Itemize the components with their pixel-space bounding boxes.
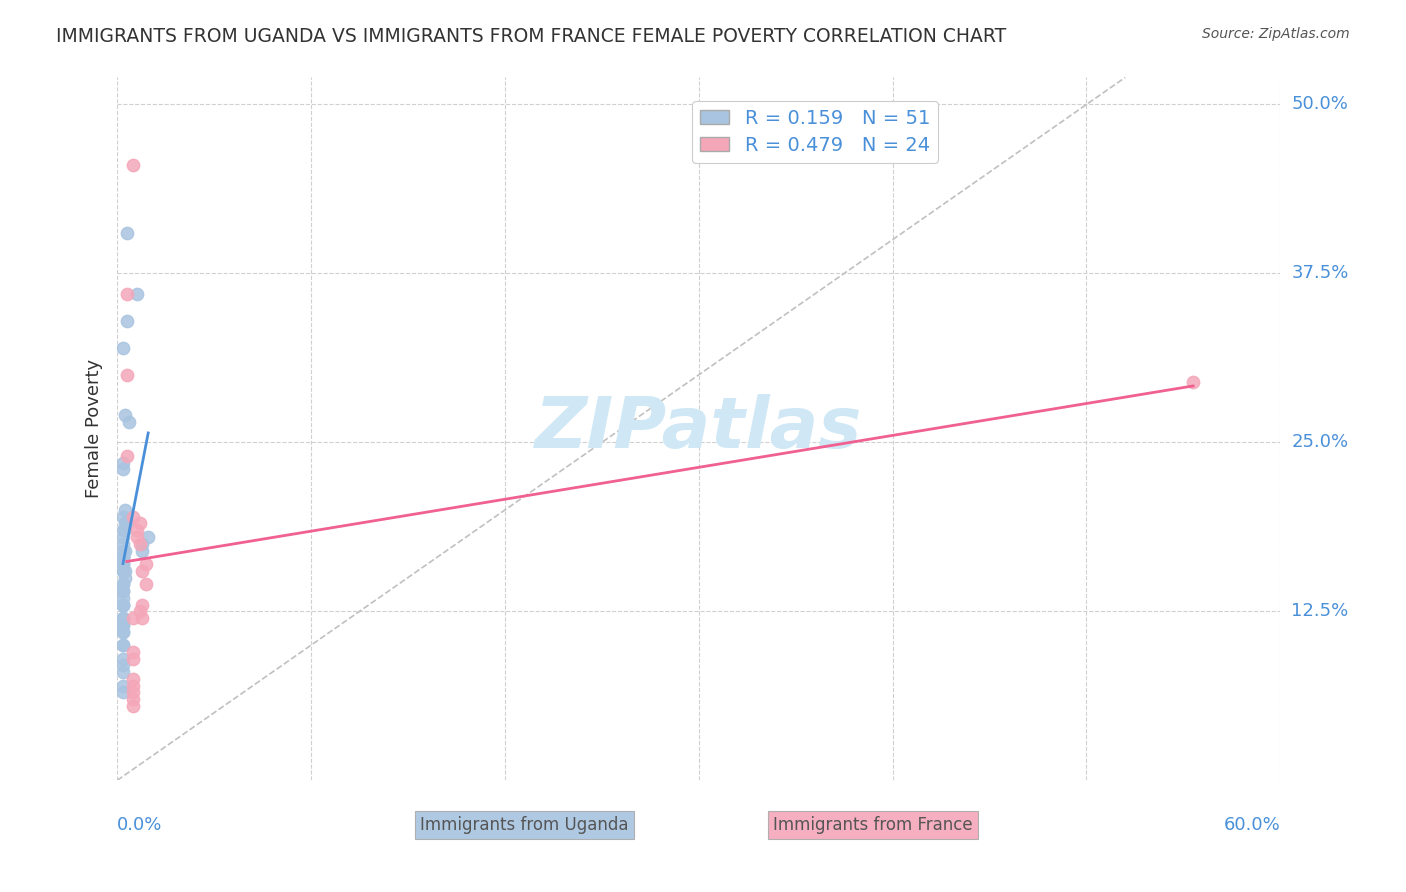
Point: [115, 516, 138, 531]
Point: [121, 672, 143, 686]
Point: [131, 543, 153, 558]
Point: [111, 624, 134, 639]
Point: [1182, 375, 1205, 389]
Point: [111, 591, 134, 605]
Point: [111, 618, 134, 632]
Point: [111, 523, 134, 537]
Point: [131, 611, 153, 625]
Point: [111, 537, 134, 551]
Point: [121, 611, 143, 625]
Point: [111, 584, 134, 599]
Point: [121, 679, 143, 693]
Point: [111, 456, 134, 470]
Point: [111, 564, 134, 578]
Point: [129, 604, 152, 618]
Point: [111, 611, 134, 625]
Text: 25.0%: 25.0%: [1292, 434, 1348, 451]
Point: [111, 658, 134, 673]
Point: [129, 537, 152, 551]
Point: [111, 550, 134, 565]
Point: [115, 286, 138, 301]
Point: [111, 598, 134, 612]
Text: 60.0%: 60.0%: [1223, 815, 1281, 833]
Point: [111, 598, 134, 612]
Point: [111, 638, 134, 652]
Point: [115, 314, 138, 328]
Point: [111, 651, 134, 665]
Point: [111, 577, 134, 591]
Point: [111, 577, 134, 591]
Point: [111, 530, 134, 544]
Point: [131, 537, 153, 551]
Point: [111, 584, 134, 599]
Point: [114, 409, 136, 423]
Point: [111, 638, 134, 652]
Point: [111, 557, 134, 571]
Point: [136, 530, 159, 544]
Point: [125, 523, 148, 537]
Text: 37.5%: 37.5%: [1292, 264, 1348, 283]
Text: Source: ZipAtlas.com: Source: ZipAtlas.com: [1202, 27, 1350, 41]
Point: [111, 679, 134, 693]
Point: [114, 503, 136, 517]
Text: Immigrants from France: Immigrants from France: [773, 815, 973, 833]
Point: [118, 415, 141, 429]
Text: 12.5%: 12.5%: [1292, 602, 1348, 620]
Legend: R = 0.159   N = 51, R = 0.479   N = 24: R = 0.159 N = 51, R = 0.479 N = 24: [692, 101, 938, 162]
Point: [111, 462, 134, 476]
Point: [121, 509, 143, 524]
Point: [131, 564, 153, 578]
Point: [121, 698, 143, 713]
Y-axis label: Female Poverty: Female Poverty: [86, 359, 103, 499]
Point: [121, 692, 143, 706]
Point: [111, 618, 134, 632]
Point: [111, 611, 134, 625]
Point: [111, 509, 134, 524]
Point: [111, 564, 134, 578]
Point: [111, 624, 134, 639]
Text: Immigrants from Uganda: Immigrants from Uganda: [420, 815, 628, 833]
Point: [115, 368, 138, 382]
Text: ZIPatlas: ZIPatlas: [536, 394, 862, 463]
Point: [115, 449, 138, 463]
Point: [114, 564, 136, 578]
Point: [111, 665, 134, 680]
Point: [121, 645, 143, 659]
Text: IMMIGRANTS FROM UGANDA VS IMMIGRANTS FROM FRANCE FEMALE POVERTY CORRELATION CHAR: IMMIGRANTS FROM UGANDA VS IMMIGRANTS FRO…: [56, 27, 1007, 45]
Point: [125, 286, 148, 301]
Point: [125, 530, 148, 544]
Point: [111, 598, 134, 612]
Point: [111, 550, 134, 565]
Point: [111, 685, 134, 699]
Text: 0.0%: 0.0%: [117, 815, 163, 833]
Point: [111, 543, 134, 558]
Point: [114, 516, 136, 531]
Point: [135, 557, 157, 571]
Point: [121, 158, 143, 172]
Text: 50.0%: 50.0%: [1292, 95, 1348, 113]
Point: [135, 577, 157, 591]
Point: [121, 685, 143, 699]
Point: [121, 651, 143, 665]
Point: [111, 557, 134, 571]
Point: [114, 570, 136, 584]
Point: [114, 543, 136, 558]
Point: [129, 516, 152, 531]
Point: [131, 598, 153, 612]
Point: [114, 523, 136, 537]
Point: [115, 226, 138, 240]
Point: [111, 341, 134, 355]
Point: [111, 550, 134, 565]
